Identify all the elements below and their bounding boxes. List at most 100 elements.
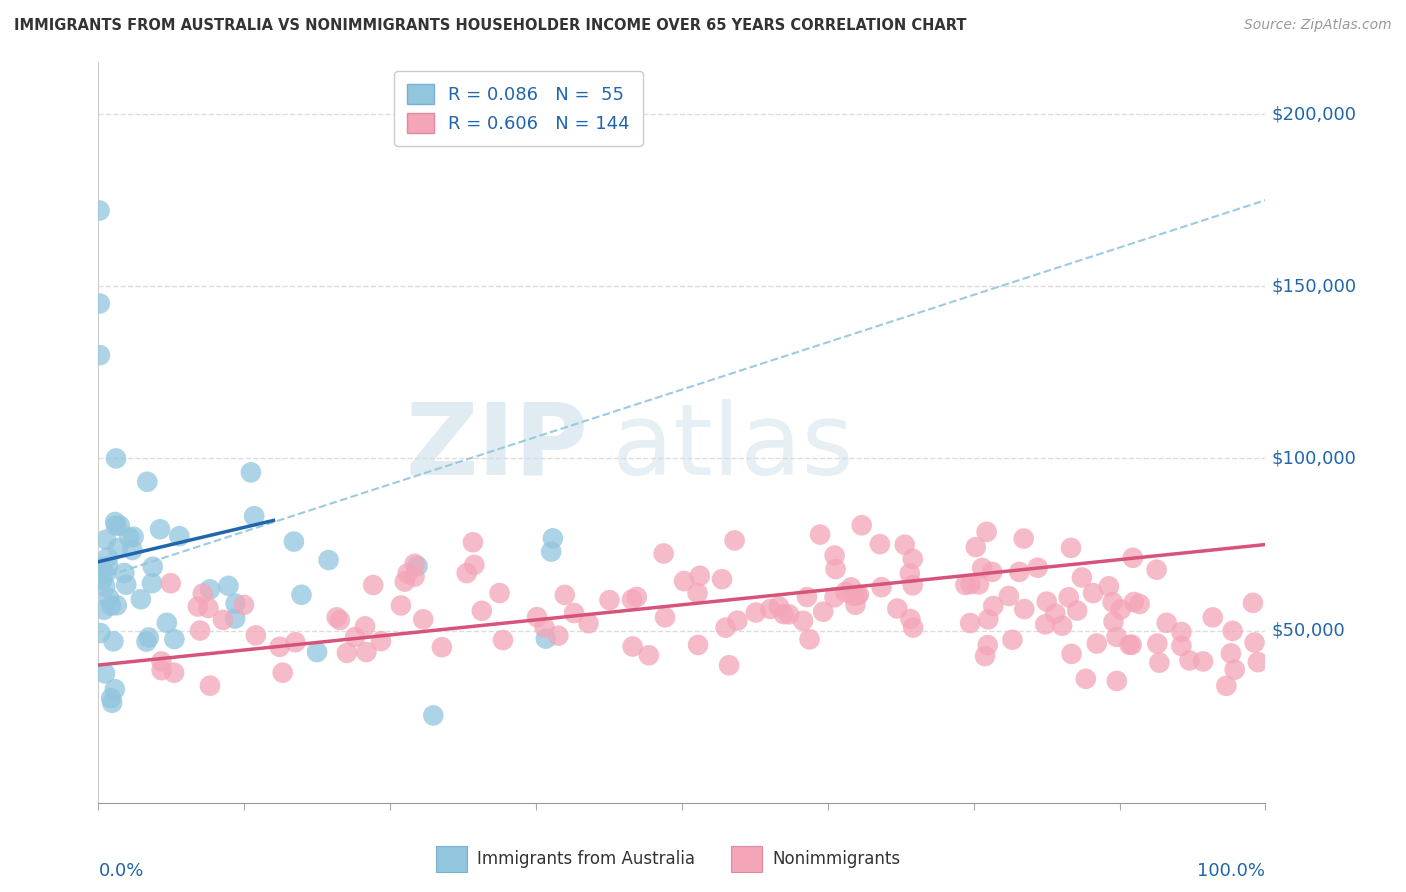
Point: [1105, 673, 1128, 688]
Point: [463, 558, 485, 572]
Point: [886, 601, 908, 615]
Point: [156, 615, 179, 630]
Point: [547, 629, 569, 643]
Point: [354, 619, 377, 633]
Point: [394, 574, 416, 589]
Point: [714, 621, 737, 635]
Point: [142, 559, 165, 574]
Point: [1243, 635, 1265, 649]
Point: [492, 633, 515, 648]
Point: [488, 586, 510, 600]
Point: [974, 649, 997, 664]
Point: [1247, 655, 1270, 669]
Point: [318, 553, 340, 567]
Point: [901, 621, 924, 635]
Point: [159, 576, 181, 591]
Point: [370, 634, 392, 648]
Point: [188, 624, 211, 638]
Point: [163, 632, 186, 647]
Point: [638, 648, 661, 663]
Point: [91, 573, 114, 587]
Point: [1060, 647, 1083, 661]
Point: [621, 640, 644, 654]
Point: [900, 612, 922, 626]
Point: [169, 529, 191, 543]
Point: [1178, 653, 1201, 667]
Point: [104, 518, 127, 533]
Point: [1012, 532, 1035, 546]
Point: [1146, 636, 1168, 650]
Point: [212, 613, 235, 627]
Point: [135, 634, 157, 648]
Point: [977, 638, 1000, 652]
Point: [233, 598, 256, 612]
Point: [1033, 617, 1056, 632]
Point: [1098, 579, 1121, 593]
Point: [811, 605, 834, 619]
Point: [97, 550, 120, 565]
Point: [217, 579, 239, 593]
Point: [94, 580, 117, 594]
Point: [89, 626, 111, 640]
Point: [150, 663, 173, 677]
Point: [412, 612, 434, 626]
Point: [1105, 630, 1128, 644]
Point: [839, 581, 862, 595]
Point: [149, 522, 172, 536]
Point: [191, 586, 214, 600]
Point: [686, 638, 709, 652]
Point: [541, 532, 564, 546]
Point: [1101, 595, 1123, 609]
Point: [723, 533, 745, 548]
Point: [870, 580, 893, 594]
Point: [533, 621, 555, 635]
Text: 0.0%: 0.0%: [98, 862, 143, 880]
Point: [112, 566, 135, 580]
Text: ZIP: ZIP: [406, 399, 589, 496]
Point: [1170, 624, 1192, 639]
Text: Source: ZipAtlas.com: Source: ZipAtlas.com: [1244, 18, 1392, 32]
Point: [824, 549, 846, 563]
Text: $200,000: $200,000: [1271, 105, 1357, 123]
Point: [163, 665, 186, 680]
Point: [1085, 636, 1108, 650]
Point: [772, 607, 794, 622]
Point: [1109, 602, 1132, 616]
Point: [122, 530, 145, 544]
Point: [689, 568, 711, 582]
Point: [239, 466, 262, 480]
Point: [361, 578, 384, 592]
Point: [620, 592, 643, 607]
Point: [898, 566, 921, 581]
Point: [768, 599, 790, 614]
Point: [540, 544, 562, 558]
Point: [599, 593, 621, 607]
Point: [955, 578, 977, 592]
Point: [141, 576, 163, 591]
Point: [290, 588, 312, 602]
Point: [404, 569, 426, 583]
Point: [998, 589, 1021, 603]
Point: [1215, 679, 1237, 693]
Point: [136, 475, 159, 489]
Point: [94, 533, 117, 547]
Point: [844, 598, 866, 612]
Point: [406, 559, 429, 574]
Point: [187, 599, 209, 614]
Point: [718, 658, 741, 673]
Point: [344, 630, 367, 644]
Point: [673, 574, 696, 588]
Point: [1202, 610, 1225, 624]
Point: [745, 606, 768, 620]
Point: [1149, 656, 1171, 670]
Point: [430, 640, 453, 655]
Point: [778, 607, 800, 622]
Point: [967, 577, 990, 591]
Point: [336, 646, 359, 660]
Text: $50,000: $50,000: [1271, 622, 1346, 640]
Point: [1001, 632, 1024, 647]
Point: [329, 613, 352, 627]
Point: [198, 679, 221, 693]
Point: [846, 588, 869, 602]
Point: [103, 634, 125, 648]
